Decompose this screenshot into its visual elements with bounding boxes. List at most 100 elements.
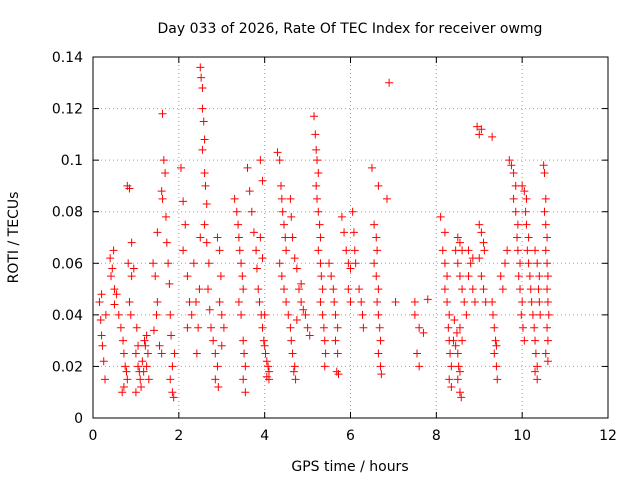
data-point <box>99 357 108 366</box>
data-point <box>194 323 203 332</box>
data-point <box>109 246 118 255</box>
data-point <box>209 336 218 345</box>
data-point <box>333 349 342 358</box>
data-point <box>318 310 327 319</box>
data-point <box>455 238 464 247</box>
data-point <box>260 310 269 319</box>
data-point <box>195 285 204 294</box>
data-point <box>367 163 376 172</box>
data-point <box>375 323 384 332</box>
data-point <box>142 362 151 371</box>
data-point <box>541 349 550 358</box>
data-point <box>129 264 138 273</box>
data-point <box>340 228 349 237</box>
data-point <box>446 349 455 358</box>
x-tick-label: 10 <box>513 428 531 444</box>
data-point <box>415 323 424 332</box>
data-point <box>440 259 449 268</box>
data-point <box>200 135 209 144</box>
data-point <box>543 285 552 294</box>
data-point <box>179 246 188 255</box>
data-point <box>153 297 162 306</box>
data-point <box>217 310 226 319</box>
data-point <box>314 207 323 216</box>
data-point <box>152 310 161 319</box>
data-point <box>164 259 173 268</box>
data-point <box>534 285 543 294</box>
data-point <box>443 272 452 281</box>
data-point <box>136 375 145 384</box>
data-point <box>535 272 544 281</box>
data-point <box>166 375 175 384</box>
data-point <box>349 228 358 237</box>
data-point <box>440 285 449 294</box>
data-point <box>320 336 329 345</box>
data-point <box>97 290 106 299</box>
data-point <box>264 362 273 371</box>
data-point <box>110 285 119 294</box>
data-point <box>234 233 243 242</box>
data-point <box>382 194 391 203</box>
data-point <box>155 341 164 350</box>
data-point <box>239 336 248 345</box>
data-point <box>535 297 544 306</box>
data-point <box>331 336 340 345</box>
data-point <box>168 362 177 371</box>
data-point <box>183 272 192 281</box>
data-point <box>370 220 379 229</box>
data-point <box>468 285 477 294</box>
data-point <box>211 375 220 384</box>
data-point <box>458 246 467 255</box>
data-point <box>282 297 291 306</box>
data-point <box>316 297 325 306</box>
data-point <box>144 375 153 384</box>
data-point <box>196 233 205 242</box>
data-point <box>524 259 533 268</box>
data-point <box>192 349 201 358</box>
data-point <box>518 297 527 306</box>
data-point <box>372 272 381 281</box>
data-point <box>438 246 447 255</box>
data-point <box>98 341 107 350</box>
x-axis-label: GPS time / hours <box>291 459 408 475</box>
data-point <box>189 259 198 268</box>
data-point <box>157 349 166 358</box>
data-point <box>377 370 386 379</box>
data-point <box>543 357 552 366</box>
data-point <box>118 388 127 397</box>
data-point <box>215 246 224 255</box>
data-point <box>445 310 454 319</box>
data-point <box>348 207 357 216</box>
data-point <box>205 305 214 314</box>
axis-ticks: 0 2 4 6 8 10 12 0 0.02 0.04 0.06 0.08 0.1 0.12 0.14 <box>52 50 617 444</box>
data-point <box>477 272 486 281</box>
data-point <box>521 207 530 216</box>
data-points <box>95 63 553 402</box>
data-point <box>513 233 522 242</box>
data-point <box>260 341 269 350</box>
data-point <box>305 331 314 340</box>
data-point <box>350 246 359 255</box>
data-point <box>450 316 459 325</box>
data-point <box>493 375 502 384</box>
data-point <box>119 349 128 358</box>
data-point <box>239 285 248 294</box>
data-point <box>192 297 200 306</box>
data-point <box>475 254 484 263</box>
data-point <box>317 272 326 281</box>
data-point <box>198 104 207 113</box>
data-point <box>258 323 267 332</box>
data-point <box>346 264 355 273</box>
data-point <box>303 323 312 332</box>
data-point <box>297 297 306 306</box>
data-point <box>531 349 540 358</box>
data-point <box>357 297 366 306</box>
data-point <box>539 161 548 170</box>
data-point <box>313 194 322 203</box>
data-point <box>132 323 141 332</box>
data-point <box>479 285 488 294</box>
data-point <box>138 357 147 366</box>
data-point <box>370 259 379 268</box>
data-point <box>119 383 128 392</box>
data-point <box>391 297 400 306</box>
